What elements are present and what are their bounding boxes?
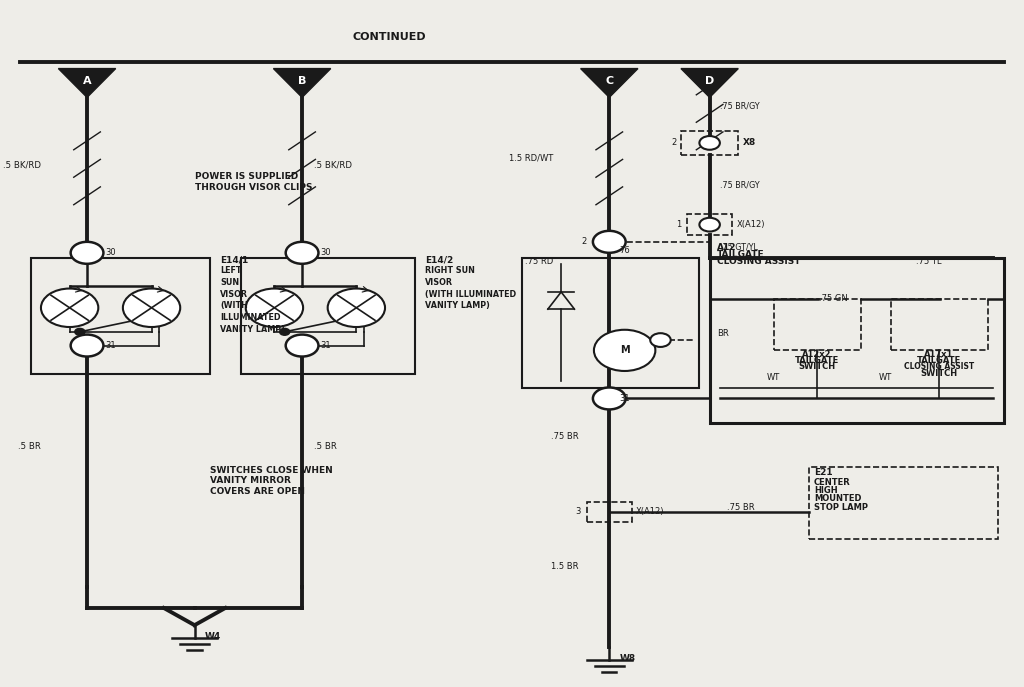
Text: WT: WT	[767, 373, 779, 383]
Text: B: B	[298, 76, 306, 86]
Circle shape	[699, 136, 720, 150]
Bar	[31, 258, 210, 374]
Text: VISOR: VISOR	[220, 289, 248, 299]
Text: WT: WT	[880, 373, 892, 383]
Text: 30: 30	[105, 248, 116, 258]
Text: A12x2: A12x2	[803, 350, 831, 359]
Bar	[774, 299, 861, 350]
Text: VANITY LAMP): VANITY LAMP)	[220, 324, 285, 334]
Circle shape	[328, 289, 385, 327]
Text: (WITH: (WITH	[220, 301, 248, 311]
Text: SWITCH: SWITCH	[799, 362, 836, 372]
Text: STOP LAMP: STOP LAMP	[814, 502, 868, 512]
Text: 76: 76	[620, 246, 630, 256]
Text: C: C	[605, 76, 613, 86]
Text: TAILGATE: TAILGATE	[795, 356, 840, 365]
Text: .75 BR: .75 BR	[727, 502, 755, 512]
Text: X(A12): X(A12)	[736, 220, 765, 229]
Text: 2: 2	[582, 237, 587, 247]
Bar	[687, 214, 732, 235]
Text: W8: W8	[620, 653, 636, 663]
Bar	[522, 258, 699, 388]
Text: D: D	[705, 76, 715, 86]
Circle shape	[123, 289, 180, 327]
Circle shape	[650, 333, 671, 347]
Text: A12: A12	[717, 243, 736, 252]
Circle shape	[41, 289, 98, 327]
Circle shape	[71, 335, 103, 357]
Bar	[809, 467, 998, 539]
Text: 1.5 RD/WT: 1.5 RD/WT	[509, 153, 553, 163]
Text: (WITH ILLUMINATED: (WITH ILLUMINATED	[425, 289, 516, 299]
Bar	[681, 131, 738, 155]
Text: .5 BK/RD: .5 BK/RD	[3, 160, 41, 170]
Text: ILLUMINATED: ILLUMINATED	[220, 313, 281, 322]
Text: POWER IS SUPPLIED
THROUGH VISOR CLIPS: POWER IS SUPPLIED THROUGH VISOR CLIPS	[195, 172, 312, 192]
Text: .75 BR/GY: .75 BR/GY	[720, 102, 760, 111]
Text: X(A12): X(A12)	[636, 507, 665, 517]
Text: VISOR: VISOR	[425, 278, 453, 287]
Text: CENTER: CENTER	[814, 477, 851, 487]
Circle shape	[699, 218, 720, 232]
Text: CLOSING ASSIST: CLOSING ASSIST	[904, 362, 974, 372]
Text: X8: X8	[742, 138, 756, 148]
Circle shape	[594, 330, 655, 371]
Text: SWITCHES CLOSE WHEN
VANITY MIRROR
COVERS ARE OPEN: SWITCHES CLOSE WHEN VANITY MIRROR COVERS…	[210, 466, 333, 496]
Polygon shape	[681, 69, 738, 98]
Text: M: M	[620, 346, 630, 355]
Text: HIGH: HIGH	[814, 486, 838, 495]
Text: E21: E21	[814, 468, 833, 477]
Text: .5 BR: .5 BR	[314, 442, 337, 451]
Polygon shape	[581, 69, 638, 98]
Bar	[241, 258, 415, 374]
Circle shape	[246, 289, 303, 327]
Text: TAILGATE: TAILGATE	[916, 356, 962, 365]
Text: A17x1: A17x1	[925, 350, 953, 359]
Bar	[587, 502, 632, 522]
Text: A: A	[83, 76, 91, 86]
Circle shape	[280, 328, 290, 335]
Text: CLOSING ASSIST: CLOSING ASSIST	[717, 256, 801, 266]
Polygon shape	[58, 69, 116, 98]
Text: 31: 31	[321, 341, 331, 350]
Text: 31: 31	[105, 341, 116, 350]
Circle shape	[71, 242, 103, 264]
Text: SWITCH: SWITCH	[921, 368, 957, 378]
Text: 31: 31	[620, 394, 630, 403]
Circle shape	[593, 387, 626, 409]
Circle shape	[593, 231, 626, 253]
Text: 2: 2	[672, 138, 677, 148]
Text: 30: 30	[321, 248, 331, 258]
Text: .75 RD: .75 RD	[524, 256, 553, 266]
Text: .75 GT/YL: .75 GT/YL	[720, 243, 758, 252]
Text: .75 TL: .75 TL	[916, 256, 942, 266]
Circle shape	[75, 328, 85, 335]
Bar	[710, 258, 1004, 423]
Text: LEFT: LEFT	[220, 266, 242, 275]
Text: BR: BR	[717, 328, 728, 338]
Text: VANITY LAMP): VANITY LAMP)	[425, 301, 489, 311]
Text: .5 BR: .5 BR	[18, 442, 41, 451]
Text: SUN: SUN	[220, 278, 240, 287]
Bar	[891, 299, 988, 350]
Text: E14/2: E14/2	[425, 255, 454, 264]
Text: E14/1: E14/1	[220, 255, 249, 264]
Circle shape	[286, 335, 318, 357]
Text: CONTINUED: CONTINUED	[352, 32, 426, 42]
Text: RIGHT SUN: RIGHT SUN	[425, 266, 475, 275]
Text: TAILGATE: TAILGATE	[717, 249, 765, 259]
Polygon shape	[273, 69, 331, 98]
Text: .75 BR: .75 BR	[551, 431, 579, 441]
Circle shape	[286, 242, 318, 264]
Text: .75 BR/GY: .75 BR/GY	[720, 181, 760, 190]
Text: W4: W4	[205, 632, 221, 642]
Text: 1: 1	[676, 220, 681, 229]
Text: MOUNTED: MOUNTED	[814, 494, 861, 504]
Text: .5 BK/RD: .5 BK/RD	[314, 160, 352, 170]
Text: 3: 3	[575, 507, 581, 517]
Text: 1.5 BR: 1.5 BR	[551, 562, 579, 572]
Text: .75 GN: .75 GN	[819, 294, 848, 304]
